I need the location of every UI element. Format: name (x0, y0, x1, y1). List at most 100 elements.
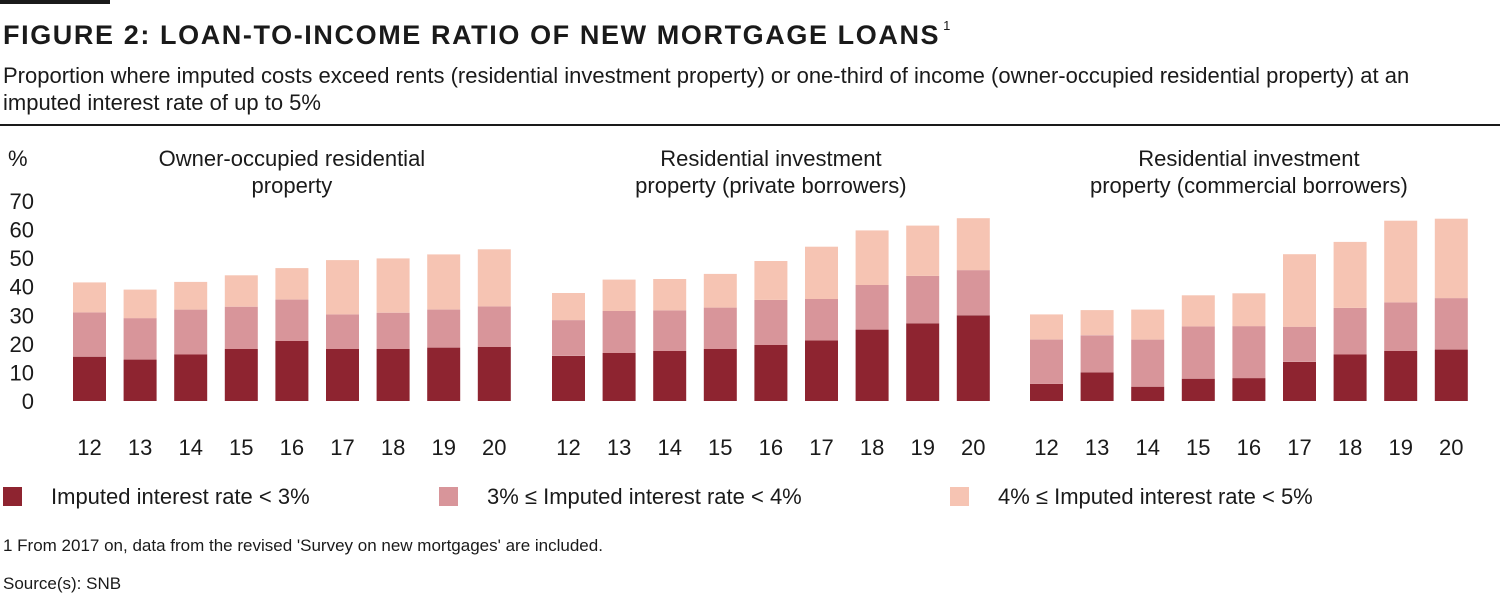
bar-segment-4-to-5 (224, 275, 258, 307)
x-tick-label: 17 (330, 435, 354, 460)
bar-segment-4-to-5 (326, 260, 359, 315)
bar-segment-3-to-4 (1333, 307, 1367, 355)
bar-segment-4-to-5 (123, 289, 157, 319)
bar-segment-3-to-4 (326, 314, 359, 349)
x-tick-label: 14 (657, 435, 681, 460)
top-rule (0, 0, 110, 4)
bar-segment-3-to-4 (1283, 326, 1316, 362)
bar-segment-4-to-5 (602, 279, 636, 311)
x-tick-label: 12 (1034, 435, 1058, 460)
figure-subtitle: Proportion where imputed costs exceed re… (3, 63, 1410, 115)
x-tick-label: 17 (1287, 435, 1311, 460)
bar-segment-3-to-4 (376, 312, 410, 349)
panel-title-line: property (commercial borrowers) (1090, 173, 1408, 198)
bar-segment-4-to-5 (855, 230, 889, 285)
bar-segment-4-to-5 (174, 281, 208, 310)
bar-segment-below-3 (1181, 378, 1215, 401)
bar-segment-4-to-5 (427, 254, 461, 310)
x-tick-label: 18 (860, 435, 884, 460)
bar-segment-3-to-4 (653, 310, 687, 351)
bar-segment-3-to-4 (477, 306, 511, 347)
y-tick-label: 50 (10, 246, 34, 271)
x-tick-label: 18 (381, 435, 405, 460)
bar-segment-below-3 (653, 351, 687, 401)
bar-segment-below-3 (427, 347, 461, 401)
bar-segment-4-to-5 (552, 293, 585, 321)
y-tick-label: 0 (22, 389, 34, 414)
legend: Imputed interest rate < 3% 3% ≤ Imputed … (0, 484, 1500, 512)
bar-segment-3-to-4 (1131, 339, 1165, 387)
x-tick-label: 14 (178, 435, 202, 460)
panel-title-line: Residential investment (1138, 146, 1359, 171)
y-tick-label: 20 (10, 332, 34, 357)
x-tick-label: 20 (482, 435, 506, 460)
title-footnote-mark: 1 (943, 18, 951, 33)
legend-swatch-3-to-4 (439, 487, 458, 506)
y-tick-label: 40 (10, 275, 34, 300)
y-tick-label: 30 (10, 303, 34, 328)
x-tick-label: 16 (1237, 435, 1261, 460)
x-tick-label: 15 (229, 435, 253, 460)
x-tick-label: 15 (1186, 435, 1210, 460)
bar-segment-3-to-4 (552, 320, 585, 356)
bar-segment-4-to-5 (1283, 254, 1316, 327)
bar-segment-3-to-4 (805, 299, 838, 341)
bar-segment-4-to-5 (73, 282, 106, 313)
bar-segment-4-to-5 (1131, 309, 1165, 340)
bar-segment-4-to-5 (1434, 218, 1468, 299)
bar-segment-4-to-5 (754, 261, 788, 300)
bar-segment-below-3 (1080, 372, 1114, 401)
figure-title: FIGURE 2: LOAN-TO-INCOME RATIO OF NEW MO… (3, 18, 950, 51)
bar-segment-3-to-4 (906, 275, 940, 324)
bar-segment-4-to-5 (1384, 220, 1418, 303)
legend-swatch-4-to-5 (950, 487, 969, 506)
bar-segment-4-to-5 (653, 279, 687, 311)
bar-segment-3-to-4 (1181, 326, 1215, 379)
x-tick-label: 19 (1388, 435, 1412, 460)
bar-segment-below-3 (906, 323, 940, 401)
x-tick-label: 13 (607, 435, 631, 460)
bar-segment-4-to-5 (1181, 295, 1215, 327)
bar-segment-3-to-4 (602, 311, 636, 353)
bar-segment-below-3 (703, 349, 737, 401)
bar-segment-below-3 (1384, 351, 1418, 401)
bar-segment-4-to-5 (1232, 293, 1266, 327)
bar-segment-3-to-4 (73, 312, 106, 357)
x-tick-label: 12 (77, 435, 101, 460)
x-tick-label: 20 (961, 435, 985, 460)
bar-segment-below-3 (73, 356, 106, 401)
bar-segment-below-3 (552, 355, 585, 401)
y-tick-label: 70 (10, 189, 34, 214)
bar-segment-4-to-5 (956, 218, 990, 271)
y-unit-label: % (8, 146, 28, 171)
bar-segment-3-to-4 (703, 307, 737, 349)
header-rule (0, 124, 1500, 126)
x-tick-label: 16 (280, 435, 304, 460)
x-tick-label: 16 (759, 435, 783, 460)
bar-segment-4-to-5 (1030, 314, 1063, 340)
bar-segment-below-3 (805, 340, 838, 401)
bar-segment-below-3 (855, 329, 889, 401)
bar-segment-3-to-4 (956, 270, 990, 316)
bar-segment-4-to-5 (906, 225, 940, 276)
bar-segment-4-to-5 (1333, 241, 1367, 308)
legend-label-below-3: Imputed interest rate < 3% (51, 484, 310, 509)
bar-segment-below-3 (1333, 354, 1367, 401)
bar-segment-3-to-4 (1434, 298, 1468, 350)
bar-segment-below-3 (1131, 386, 1165, 401)
bar-segment-below-3 (1232, 378, 1266, 401)
bar-segment-3-to-4 (427, 309, 461, 348)
bar-segment-4-to-5 (376, 258, 410, 313)
x-tick-label: 19 (910, 435, 934, 460)
y-tick-label: 60 (10, 218, 34, 243)
bar-segment-below-3 (1434, 349, 1468, 401)
bar-segment-below-3 (602, 353, 636, 401)
bar-segment-below-3 (477, 347, 511, 401)
x-tick-label: 13 (128, 435, 152, 460)
title-text: FIGURE 2: LOAN-TO-INCOME RATIO OF NEW MO… (3, 20, 941, 50)
x-tick-label: 20 (1439, 435, 1463, 460)
source-note: Source(s): SNB (3, 574, 122, 593)
bar-segment-below-3 (754, 345, 788, 401)
bar-segment-3-to-4 (174, 309, 208, 355)
bar-segment-below-3 (1030, 383, 1063, 401)
